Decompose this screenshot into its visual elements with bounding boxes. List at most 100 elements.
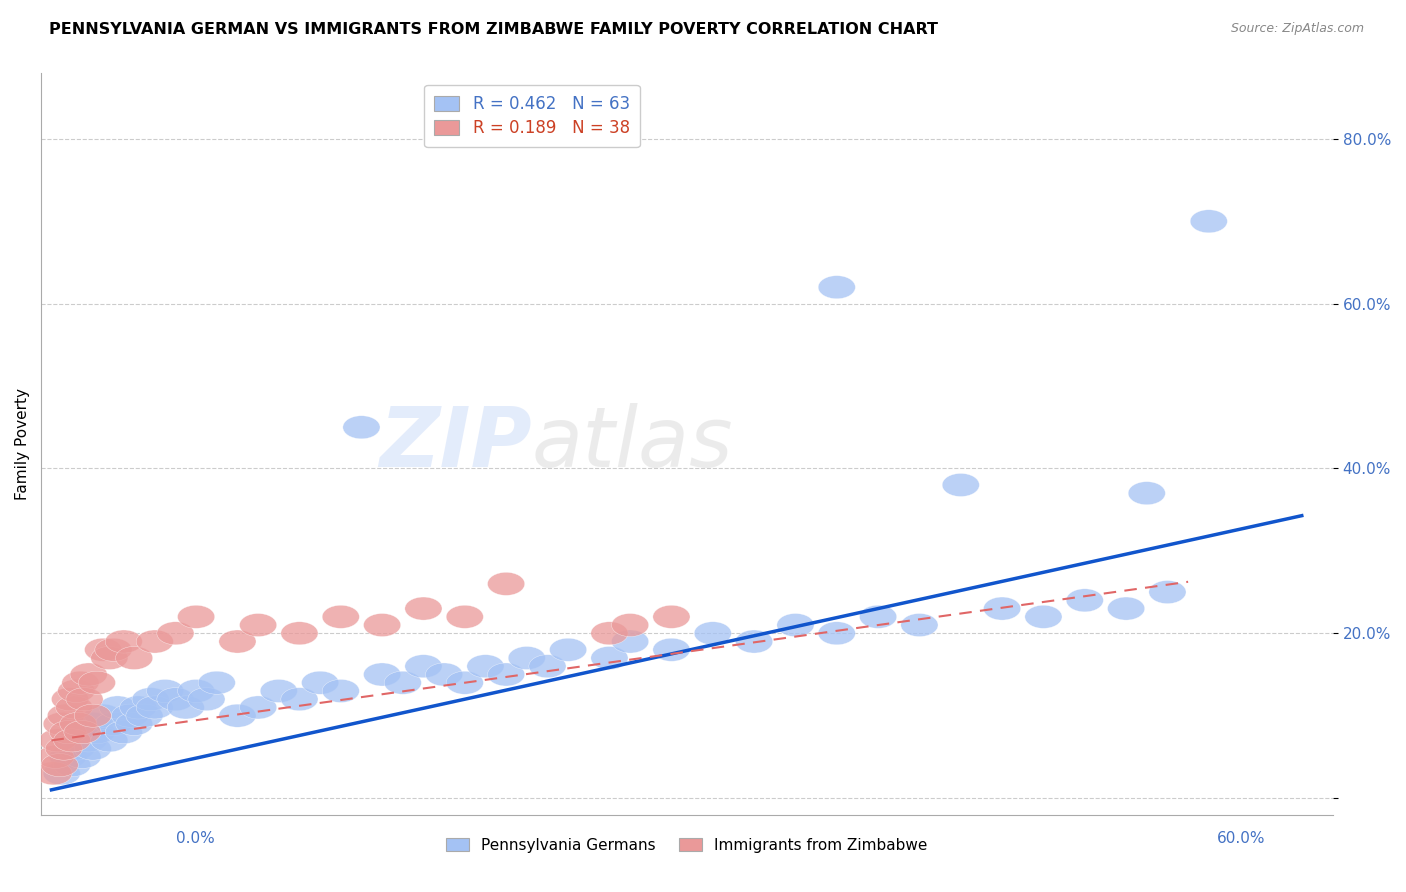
Ellipse shape <box>44 713 80 736</box>
Ellipse shape <box>591 622 628 645</box>
Y-axis label: Family Poverty: Family Poverty <box>15 388 30 500</box>
Ellipse shape <box>132 688 169 711</box>
Ellipse shape <box>75 704 111 727</box>
Ellipse shape <box>63 721 101 744</box>
Ellipse shape <box>239 614 277 637</box>
Ellipse shape <box>364 614 401 637</box>
Ellipse shape <box>146 680 184 703</box>
Ellipse shape <box>84 639 122 661</box>
Ellipse shape <box>652 606 690 628</box>
Ellipse shape <box>115 647 153 670</box>
Ellipse shape <box>70 663 107 686</box>
Ellipse shape <box>1189 210 1227 233</box>
Text: 60.0%: 60.0% <box>1218 831 1265 846</box>
Ellipse shape <box>612 614 648 637</box>
Ellipse shape <box>1149 581 1187 604</box>
Ellipse shape <box>79 721 115 744</box>
Ellipse shape <box>136 696 173 719</box>
Ellipse shape <box>219 630 256 653</box>
Ellipse shape <box>111 704 149 727</box>
Ellipse shape <box>84 704 122 727</box>
Ellipse shape <box>1128 482 1166 505</box>
Text: ZIP: ZIP <box>380 403 531 484</box>
Text: 0.0%: 0.0% <box>176 831 215 846</box>
Ellipse shape <box>79 671 115 694</box>
Ellipse shape <box>281 622 318 645</box>
Ellipse shape <box>66 688 103 711</box>
Ellipse shape <box>37 746 75 768</box>
Ellipse shape <box>39 729 76 752</box>
Ellipse shape <box>818 276 855 299</box>
Ellipse shape <box>446 671 484 694</box>
Ellipse shape <box>115 713 153 736</box>
Ellipse shape <box>127 704 163 727</box>
Ellipse shape <box>105 630 142 653</box>
Ellipse shape <box>405 597 441 620</box>
Ellipse shape <box>488 573 524 595</box>
Ellipse shape <box>63 746 101 768</box>
Ellipse shape <box>63 721 101 744</box>
Ellipse shape <box>778 614 814 637</box>
Ellipse shape <box>901 614 938 637</box>
Ellipse shape <box>188 688 225 711</box>
Ellipse shape <box>53 729 91 752</box>
Ellipse shape <box>62 671 98 694</box>
Ellipse shape <box>260 680 298 703</box>
Ellipse shape <box>105 721 142 744</box>
Ellipse shape <box>94 713 132 736</box>
Ellipse shape <box>301 671 339 694</box>
Ellipse shape <box>1025 606 1062 628</box>
Ellipse shape <box>591 647 628 670</box>
Ellipse shape <box>322 680 360 703</box>
Ellipse shape <box>364 663 401 686</box>
Ellipse shape <box>98 696 136 719</box>
Ellipse shape <box>488 663 524 686</box>
Ellipse shape <box>818 622 855 645</box>
Ellipse shape <box>281 688 318 711</box>
Ellipse shape <box>58 737 94 760</box>
Ellipse shape <box>529 655 567 678</box>
Ellipse shape <box>612 630 648 653</box>
Ellipse shape <box>322 606 360 628</box>
Ellipse shape <box>49 721 87 744</box>
Ellipse shape <box>53 754 91 777</box>
Ellipse shape <box>984 597 1021 620</box>
Ellipse shape <box>157 622 194 645</box>
Ellipse shape <box>177 680 215 703</box>
Legend: R = 0.462   N = 63, R = 0.189   N = 38: R = 0.462 N = 63, R = 0.189 N = 38 <box>425 85 640 147</box>
Ellipse shape <box>56 696 93 719</box>
Ellipse shape <box>136 630 173 653</box>
Ellipse shape <box>75 713 111 736</box>
Ellipse shape <box>384 671 422 694</box>
Ellipse shape <box>446 606 484 628</box>
Text: Source: ZipAtlas.com: Source: ZipAtlas.com <box>1230 22 1364 36</box>
Ellipse shape <box>58 680 94 703</box>
Ellipse shape <box>426 663 463 686</box>
Ellipse shape <box>94 639 132 661</box>
Ellipse shape <box>157 688 194 711</box>
Ellipse shape <box>53 729 91 752</box>
Ellipse shape <box>41 754 79 777</box>
Ellipse shape <box>550 639 586 661</box>
Ellipse shape <box>48 704 84 727</box>
Ellipse shape <box>120 696 157 719</box>
Ellipse shape <box>70 729 107 752</box>
Ellipse shape <box>467 655 503 678</box>
Ellipse shape <box>167 696 204 719</box>
Ellipse shape <box>44 762 80 785</box>
Text: atlas: atlas <box>531 403 734 484</box>
Ellipse shape <box>91 647 128 670</box>
Ellipse shape <box>1108 597 1144 620</box>
Ellipse shape <box>177 606 215 628</box>
Ellipse shape <box>59 713 97 736</box>
Ellipse shape <box>343 416 380 439</box>
Text: PENNSYLVANIA GERMAN VS IMMIGRANTS FROM ZIMBABWE FAMILY POVERTY CORRELATION CHART: PENNSYLVANIA GERMAN VS IMMIGRANTS FROM Z… <box>49 22 938 37</box>
Ellipse shape <box>198 671 235 694</box>
Ellipse shape <box>52 688 89 711</box>
Ellipse shape <box>49 746 87 768</box>
Ellipse shape <box>652 639 690 661</box>
Ellipse shape <box>35 762 72 785</box>
Ellipse shape <box>1066 589 1104 612</box>
Ellipse shape <box>91 729 128 752</box>
Ellipse shape <box>75 737 111 760</box>
